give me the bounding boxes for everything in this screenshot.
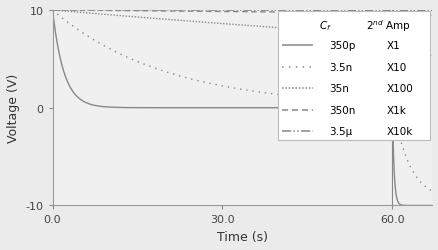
Text: 35n: 35n [329, 84, 349, 94]
FancyBboxPatch shape [278, 12, 429, 140]
Text: $C_f$: $C_f$ [319, 20, 332, 33]
Text: X1: X1 [385, 41, 399, 51]
Text: 3.5n: 3.5n [329, 62, 352, 72]
Text: 3.5μ: 3.5μ [329, 127, 352, 137]
Y-axis label: Voltage (V): Voltage (V) [7, 74, 20, 143]
X-axis label: Time (s): Time (s) [216, 230, 267, 243]
Text: 350p: 350p [329, 41, 355, 51]
Text: 350n: 350n [329, 105, 355, 115]
Text: X10k: X10k [385, 127, 412, 137]
Text: X1k: X1k [385, 105, 406, 115]
Text: X100: X100 [385, 84, 412, 94]
Text: $2^{nd}$ Amp: $2^{nd}$ Amp [365, 18, 410, 34]
Text: X10: X10 [385, 62, 406, 72]
